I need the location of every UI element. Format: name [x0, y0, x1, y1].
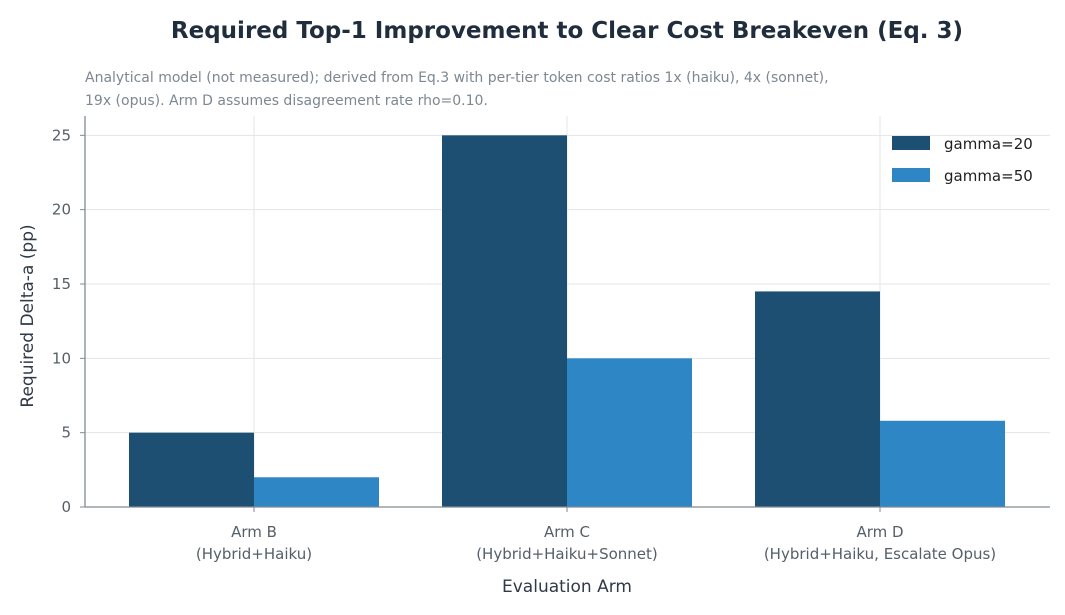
y-tick-label: 15	[52, 275, 71, 293]
bar-gamma-20-1	[129, 432, 254, 507]
legend-label-1: gamma=20	[944, 135, 1033, 153]
bars	[129, 135, 1005, 507]
x-axis-label: Evaluation Arm	[502, 577, 632, 597]
y-tick-label: 25	[52, 126, 71, 144]
bar-gamma-20-2	[442, 135, 567, 507]
x-tick-label: Arm B	[231, 523, 277, 541]
y-tick-label: 20	[52, 201, 71, 219]
x-tick-sublabel: (Hybrid+Haiku)	[196, 545, 312, 563]
y-tick-label: 0	[61, 498, 71, 516]
legend-label-2: gamma=50	[944, 167, 1033, 185]
legend-swatch-2	[892, 168, 930, 182]
x-tick-sublabel: (Hybrid+Haiku, Escalate Opus)	[764, 545, 996, 563]
x-tick-label: Arm D	[856, 523, 903, 541]
x-tick-sublabel: (Hybrid+Haiku+Sonnet)	[476, 545, 658, 563]
y-tick-label: 5	[61, 424, 71, 442]
bar-gamma-50-2	[567, 358, 692, 507]
y-tick-label: 10	[52, 349, 71, 367]
bar-gamma-20-3	[755, 291, 880, 507]
chart-subtitle-line-2: 19x (opus). Arm D assumes disagreement r…	[85, 93, 488, 109]
axes: 0 5 10 15 20 25 Arm B (Hybrid+Haiku) Arm C (Hybri…	[52, 116, 1050, 563]
chart-title: Required Top-1 Improvement to Clear Cost…	[171, 18, 963, 44]
legend-swatch-1	[892, 136, 930, 150]
bar-gamma-50-3	[880, 420, 1005, 507]
bar-gamma-50-1	[254, 477, 379, 507]
chart-subtitle-line-1: Analytical model (not measured); derived…	[85, 70, 829, 86]
y-axis-label: Required Delta-a (pp)	[18, 224, 38, 407]
x-tick-label: Arm C	[544, 523, 590, 541]
legend: gamma=20 gamma=50	[892, 135, 1033, 185]
